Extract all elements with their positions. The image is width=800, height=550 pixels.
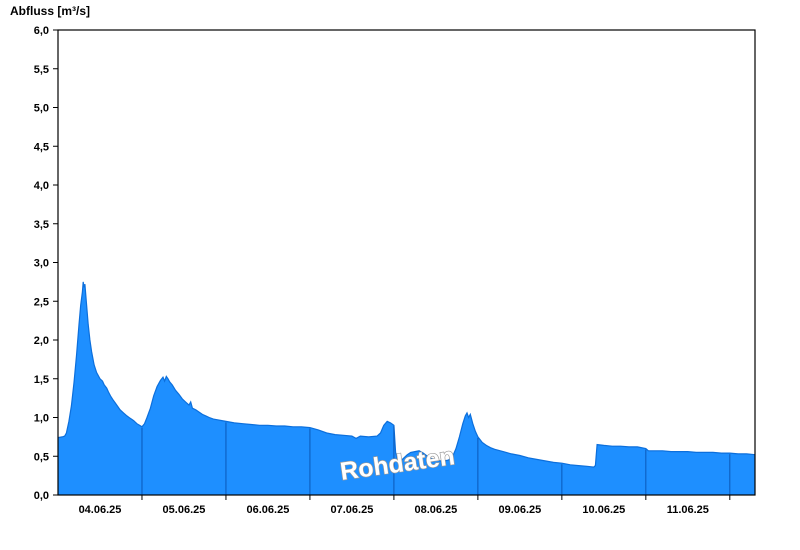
- y-tick-label: 2,0: [34, 335, 49, 347]
- x-tick-label: 08.06.25: [414, 504, 457, 516]
- y-tick-label: 0,0: [34, 490, 49, 502]
- x-tick-label: 10.06.25: [582, 504, 625, 516]
- x-tick-label: 07.06.25: [331, 504, 374, 516]
- y-tick-label: 3,5: [34, 219, 49, 231]
- y-tick-label: 1,5: [34, 374, 49, 386]
- x-tick-label: 06.06.25: [247, 504, 290, 516]
- x-tick-label: 04.06.25: [79, 504, 122, 516]
- y-tick-label: 4,5: [34, 141, 49, 153]
- x-tick-label: 09.06.25: [498, 504, 541, 516]
- y-tick-label: 5,0: [34, 103, 49, 115]
- discharge-area: [58, 281, 755, 495]
- x-tick-label: 11.06.25: [667, 504, 709, 516]
- y-axis-title: Abfluss [m³/s]: [10, 4, 91, 18]
- y-tick-label: 6,0: [34, 25, 49, 37]
- y-tick-label: 2,5: [34, 296, 49, 308]
- y-tick-label: 1,0: [34, 413, 49, 425]
- plot-border: [57, 29, 756, 496]
- y-tick-label: 4,0: [34, 180, 49, 192]
- y-tick-label: 5,5: [34, 64, 49, 76]
- y-tick-label: 3,0: [34, 258, 49, 270]
- x-tick-label: 05.06.25: [163, 504, 206, 516]
- discharge-line: [57, 281, 756, 468]
- y-tick-label: 0,5: [34, 451, 49, 463]
